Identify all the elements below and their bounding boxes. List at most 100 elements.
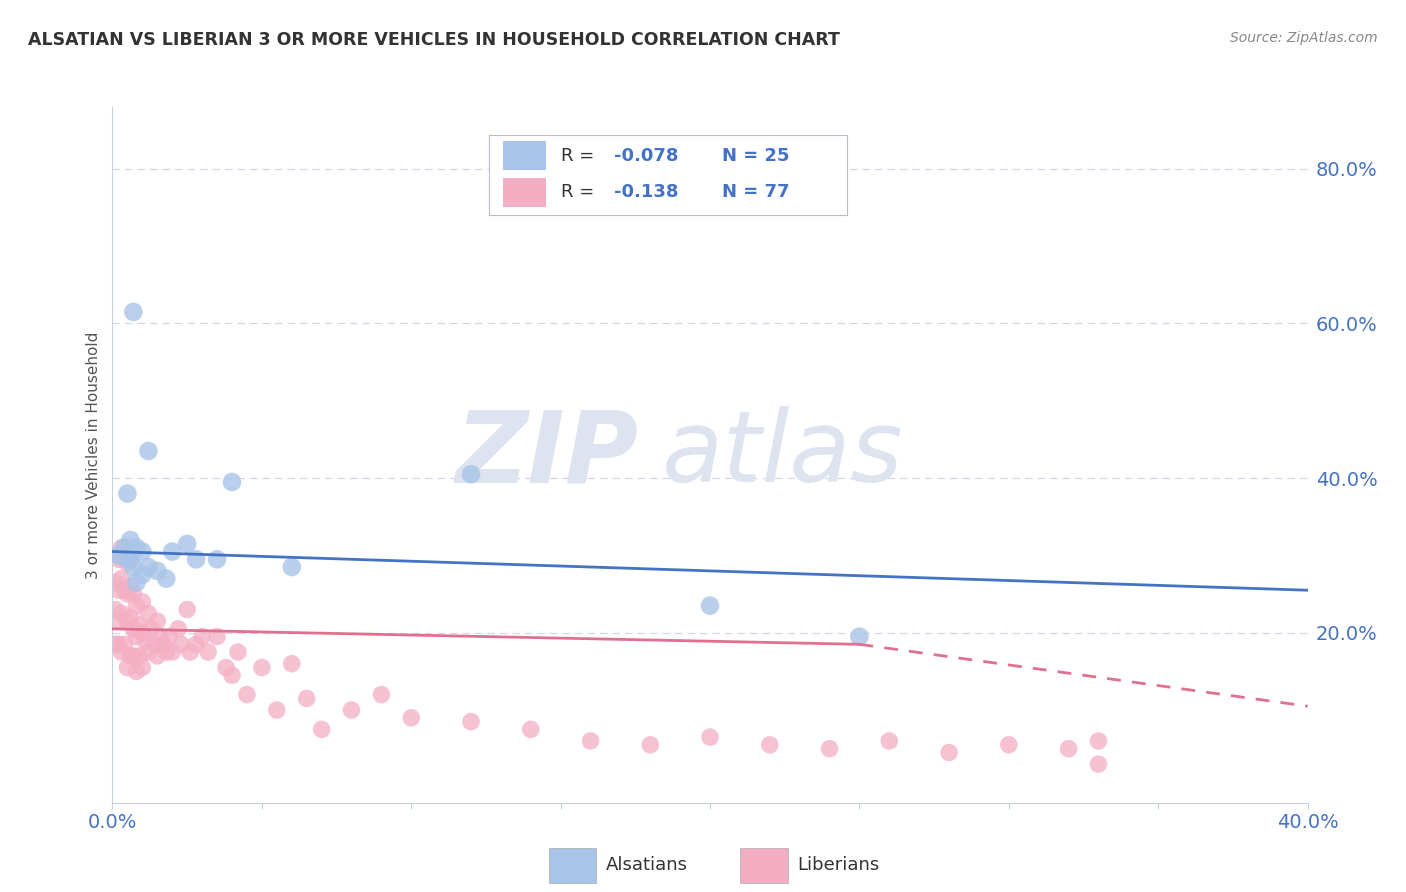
Point bbox=[104, 637, 127, 651]
Point bbox=[191, 630, 214, 644]
Point bbox=[122, 648, 145, 663]
Point bbox=[122, 622, 145, 636]
Point bbox=[281, 657, 304, 671]
Point bbox=[117, 556, 139, 570]
Point bbox=[107, 614, 129, 628]
Point bbox=[114, 552, 135, 566]
Point bbox=[125, 575, 148, 590]
Point bbox=[179, 645, 201, 659]
Point bbox=[138, 560, 160, 574]
Point bbox=[401, 711, 423, 725]
Y-axis label: 3 or more Vehicles in Household: 3 or more Vehicles in Household bbox=[86, 331, 101, 579]
Point bbox=[146, 564, 169, 578]
Point bbox=[146, 648, 169, 663]
Point bbox=[131, 567, 153, 582]
Point bbox=[152, 637, 174, 651]
Point bbox=[848, 630, 870, 644]
Point bbox=[460, 467, 482, 482]
FancyBboxPatch shape bbox=[740, 848, 787, 883]
Point bbox=[138, 444, 160, 458]
Point bbox=[146, 614, 169, 628]
Point bbox=[162, 544, 183, 558]
Point bbox=[125, 599, 148, 613]
Point bbox=[176, 602, 198, 616]
Point bbox=[170, 637, 193, 651]
Point bbox=[131, 544, 153, 558]
Point bbox=[162, 645, 183, 659]
Point bbox=[281, 560, 304, 574]
Point bbox=[1087, 734, 1109, 748]
Point bbox=[120, 610, 142, 624]
Point bbox=[295, 691, 318, 706]
Point bbox=[104, 602, 127, 616]
Point bbox=[205, 552, 228, 566]
Point bbox=[138, 645, 160, 659]
Point bbox=[128, 618, 150, 632]
Point bbox=[122, 305, 145, 319]
Point bbox=[125, 541, 148, 555]
Point bbox=[107, 583, 129, 598]
Point bbox=[120, 533, 142, 547]
Point bbox=[155, 572, 177, 586]
Point bbox=[186, 552, 208, 566]
Point bbox=[579, 734, 602, 748]
Point bbox=[877, 734, 901, 748]
Text: ALSATIAN VS LIBERIAN 3 OR MORE VEHICLES IN HOUSEHOLD CORRELATION CHART: ALSATIAN VS LIBERIAN 3 OR MORE VEHICLES … bbox=[28, 31, 839, 49]
Point bbox=[157, 630, 180, 644]
Point bbox=[215, 660, 238, 674]
Text: Alsatians: Alsatians bbox=[606, 856, 688, 874]
Point bbox=[114, 541, 135, 555]
Point bbox=[176, 537, 198, 551]
Point bbox=[131, 595, 153, 609]
Point bbox=[138, 607, 160, 621]
Point bbox=[938, 746, 960, 760]
Point bbox=[460, 714, 482, 729]
Point bbox=[131, 625, 153, 640]
Point bbox=[340, 703, 363, 717]
Point bbox=[186, 637, 208, 651]
Point bbox=[120, 579, 142, 593]
Point bbox=[699, 599, 721, 613]
Point bbox=[114, 637, 135, 651]
Point bbox=[311, 723, 333, 737]
Point bbox=[107, 637, 129, 651]
Point bbox=[221, 475, 243, 489]
Point bbox=[125, 665, 148, 679]
Point bbox=[370, 688, 392, 702]
Point bbox=[128, 648, 150, 663]
Point bbox=[107, 549, 129, 563]
Point bbox=[122, 587, 145, 601]
Point bbox=[143, 637, 166, 651]
Point bbox=[120, 552, 142, 566]
Point bbox=[122, 560, 145, 574]
Point bbox=[1087, 757, 1109, 772]
Point bbox=[197, 645, 219, 659]
Text: Source: ZipAtlas.com: Source: ZipAtlas.com bbox=[1230, 31, 1378, 45]
Point bbox=[699, 730, 721, 744]
Point bbox=[125, 630, 148, 644]
Point bbox=[1057, 741, 1080, 756]
Point bbox=[638, 738, 662, 752]
Point bbox=[120, 648, 142, 663]
Point bbox=[250, 660, 273, 674]
Point bbox=[104, 575, 127, 590]
Point bbox=[998, 738, 1021, 752]
Point bbox=[114, 583, 135, 598]
Point bbox=[221, 668, 243, 682]
Point bbox=[205, 630, 228, 644]
Point bbox=[110, 572, 132, 586]
Text: Liberians: Liberians bbox=[797, 856, 880, 874]
FancyBboxPatch shape bbox=[548, 848, 596, 883]
Point bbox=[110, 607, 132, 621]
Point bbox=[167, 622, 190, 636]
Point bbox=[110, 541, 132, 555]
Point bbox=[266, 703, 288, 717]
Point bbox=[134, 633, 156, 648]
Point bbox=[117, 587, 139, 601]
Point bbox=[117, 660, 139, 674]
Point bbox=[155, 645, 177, 659]
Point bbox=[818, 741, 841, 756]
Point bbox=[141, 622, 163, 636]
Point bbox=[117, 552, 139, 566]
Point bbox=[117, 614, 139, 628]
